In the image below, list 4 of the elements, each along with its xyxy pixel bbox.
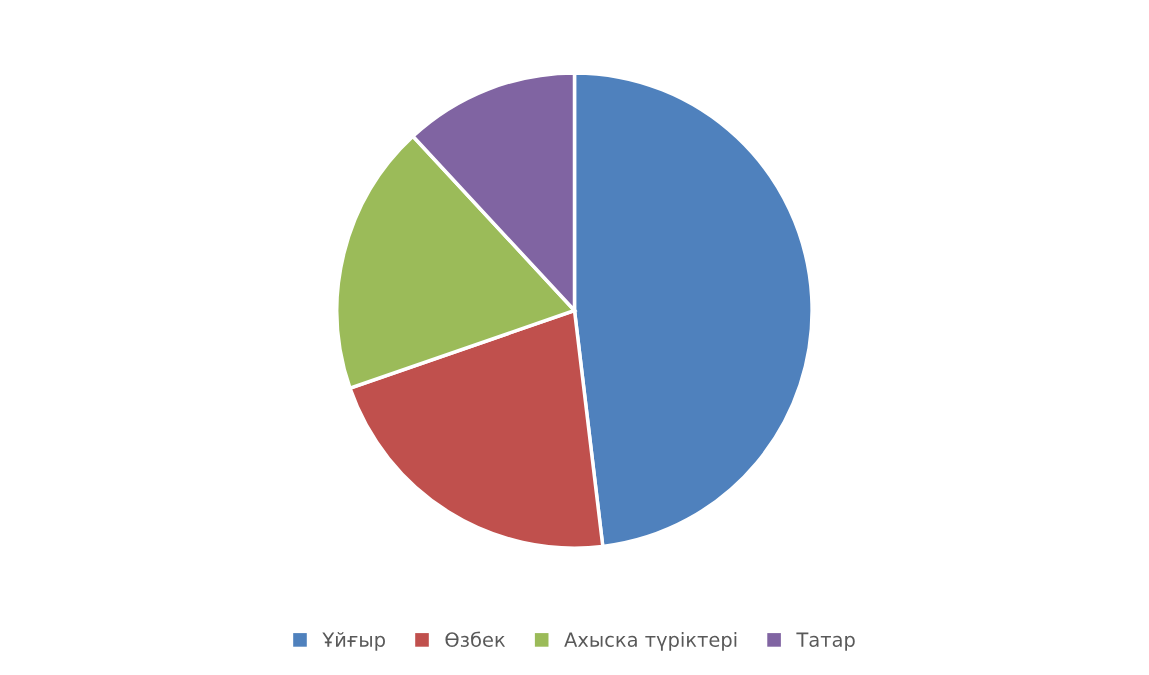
legend-label: Ахыска түріктері [564, 631, 737, 651]
legend-label: Ұйғыр [322, 632, 385, 651]
legend-label: Өзбек [445, 631, 506, 647]
legend-label: Татар [796, 632, 855, 651]
